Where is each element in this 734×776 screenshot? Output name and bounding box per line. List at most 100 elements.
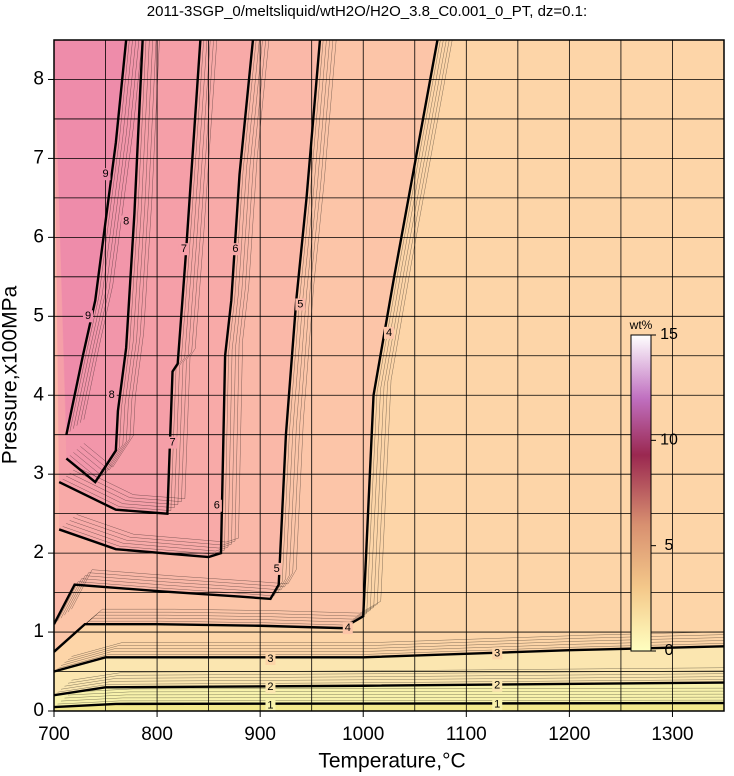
y-tick-label: 0 [33, 700, 44, 721]
x-tick-label: 1000 [342, 724, 384, 745]
contour-label-box [265, 699, 276, 711]
contour-label-box [384, 326, 394, 339]
minor-contour [76, 40, 136, 426]
contour-label: 1 [267, 699, 273, 711]
contour-line [54, 681, 724, 697]
contour-label: 9 [85, 310, 91, 322]
contour-label: 7 [169, 437, 175, 449]
contour-label: 6 [214, 500, 220, 512]
y-axis-label: Pressure,x100MPa [0, 285, 22, 464]
minor-contour [69, 40, 211, 505]
contour-line [65, 40, 144, 484]
x-tick-label: 900 [244, 724, 276, 745]
minor-contour [69, 40, 147, 480]
contour-line [65, 40, 128, 435]
x-tick-label: 700 [38, 724, 70, 745]
y-tick-label: 2 [33, 542, 44, 563]
minor-contour [69, 40, 263, 549]
minor-contour [57, 40, 324, 622]
contour-label: 2 [494, 680, 500, 692]
minor-contour [80, 40, 157, 471]
contour-label: 7 [181, 243, 187, 255]
minor-contour [69, 40, 130, 432]
x-tick-label: 1100 [446, 724, 487, 745]
y-tick-label: 3 [33, 463, 44, 484]
minor-contour [60, 640, 724, 666]
minor-contour [67, 690, 724, 696]
contour-label: 5 [297, 298, 303, 310]
y-tick-label: 1 [33, 621, 44, 642]
minor-contour [66, 40, 208, 508]
contour-label: 5 [274, 563, 280, 575]
minor-contour [76, 40, 218, 499]
axes: 700 800 900 1000 1100 1200 1300012345678wt%051… [33, 39, 725, 745]
contour-line [54, 40, 439, 653]
minor-contour [80, 40, 140, 423]
contour-label-box [265, 652, 276, 665]
x-tick-label: 1200 [548, 724, 590, 745]
contour-label-box [271, 562, 282, 575]
minor-contour [64, 693, 724, 699]
contour-label-box [342, 622, 353, 635]
minor-contour [71, 40, 453, 637]
contour-label-box [492, 647, 503, 660]
contour-label-box [167, 436, 178, 449]
contour-label-box [265, 681, 276, 694]
contour-label: 4 [345, 622, 351, 634]
contour-label: 9 [102, 168, 108, 180]
minor-contour [83, 40, 143, 420]
minor-contour [57, 643, 724, 669]
colorbar-tick-label: 0 [665, 642, 674, 659]
minor-contour [60, 696, 724, 702]
y-tick-label: 4 [33, 384, 44, 405]
contour-label-box [492, 679, 503, 692]
chart-title: 2011-3SGP_0/meltsliquid/wtH2O/H2O_3.8_C0… [147, 3, 587, 20]
minor-contour [67, 670, 724, 684]
contour-label-box [100, 168, 111, 181]
plot-area: 1 1 2 2 3 3 4 4 5 5 6 6 7 7 8 8 9 9 [54, 40, 724, 711]
minor-contour [62, 40, 204, 511]
colorbar-tick-label: 10 [660, 432, 678, 449]
y-tick-label: 7 [33, 147, 44, 168]
contour-label-box [492, 698, 503, 711]
minor-contour [73, 40, 150, 477]
minor-contour [60, 676, 724, 690]
x-tick-label: 1300 [651, 724, 693, 745]
minor-contour [73, 40, 214, 502]
colorbar-tick-label: 15 [660, 326, 678, 343]
contour-label-box [230, 243, 241, 256]
minor-contour [71, 40, 337, 610]
minor-contour [64, 673, 724, 687]
y-tick-label: 6 [33, 226, 44, 247]
contour-line [58, 40, 255, 559]
x-axis-label: Temperature,°C [318, 750, 465, 773]
minor-contour [60, 40, 327, 619]
minor-contour [71, 687, 724, 693]
minor-contour [73, 40, 266, 546]
minor-contour [73, 40, 133, 429]
contour-label: 8 [123, 215, 129, 227]
contour-label-box [83, 310, 94, 323]
minor-contour [57, 699, 724, 705]
colorbar-tick-label: 5 [665, 537, 674, 554]
contour-line [54, 645, 724, 673]
contour-line [54, 40, 322, 625]
contour-label: 6 [232, 243, 238, 255]
contour-label-box [295, 298, 306, 311]
contour-label: 8 [109, 389, 115, 401]
contour-label-box [211, 499, 222, 512]
contour-label-box [121, 215, 132, 228]
minor-contour [62, 40, 257, 555]
contour-label: 3 [267, 653, 273, 665]
y-tick-label: 5 [33, 305, 44, 326]
minor-contour [83, 40, 160, 468]
contour-label-box [178, 243, 189, 256]
contour-label: 2 [267, 681, 273, 693]
contour-label-box [106, 389, 117, 402]
minor-contour [76, 40, 270, 543]
contour-label: 3 [494, 647, 500, 659]
plot-frame [53, 39, 725, 712]
y-tick-label: 8 [33, 68, 44, 89]
minor-contour [66, 40, 260, 552]
